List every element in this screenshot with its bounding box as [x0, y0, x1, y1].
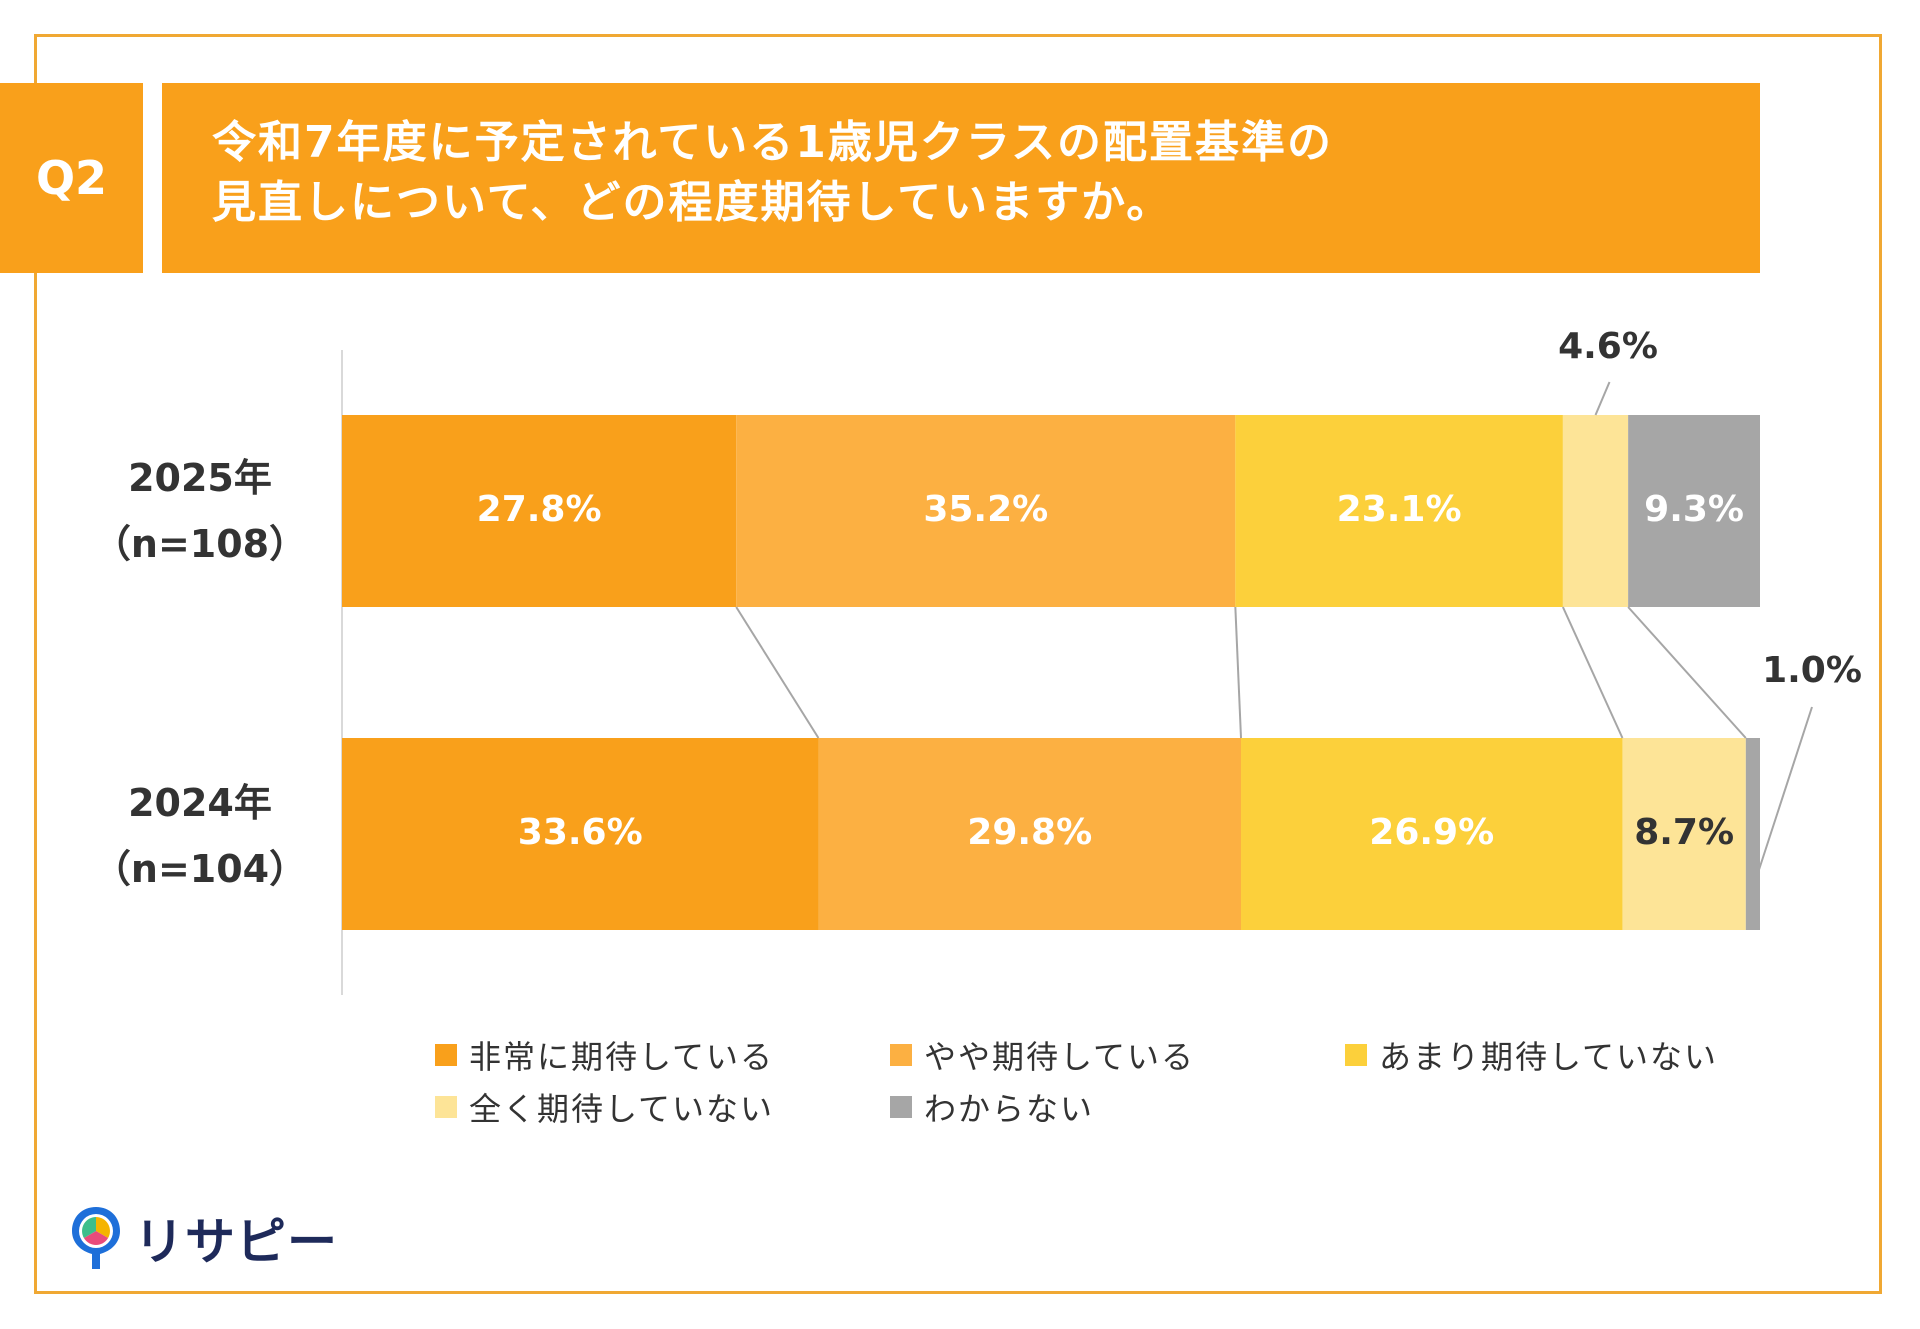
legend-swatch — [435, 1044, 457, 1066]
row-sample-size: （n=108） — [92, 522, 308, 566]
legend-label: やや期待している — [924, 1038, 1196, 1076]
bar-segment-2025-s1 — [736, 415, 1236, 607]
bar-segment-2025-s4 — [1628, 415, 1760, 607]
chart-frame — [34, 34, 1882, 1294]
question-number-tab: Q2 — [0, 83, 143, 273]
legend-item: わからない — [890, 1088, 1345, 1128]
question-title-line-1: 令和7年度に予定されている1歳児クラスの配置基準の — [212, 117, 1334, 168]
connector-line — [1561, 606, 1624, 739]
data-label: 8.7% — [1634, 812, 1734, 853]
row-label-2025: 2025年 （n=108） — [90, 445, 310, 577]
row-year: 2025年 — [128, 456, 272, 500]
legend-label: 非常に期待している — [469, 1038, 775, 1076]
row-label-2024: 2024年 （n=104） — [90, 770, 310, 902]
brand-name: リサピー — [134, 1213, 338, 1271]
legend-item: あまり期待していない — [1345, 1036, 1800, 1076]
brand-logo: リサピー — [68, 1203, 338, 1273]
chart-legend: 非常に期待している やや期待している あまり期待していない 全く期待していない … — [435, 1036, 1815, 1128]
row-sample-size: （n=104） — [92, 847, 308, 891]
legend-item: 非常に期待している — [435, 1036, 890, 1076]
data-label: 23.1% — [1337, 489, 1462, 530]
data-label: 33.6% — [518, 812, 643, 853]
question-number: Q2 — [35, 151, 108, 205]
legend-label: わからない — [924, 1090, 1095, 1128]
data-label-leader — [1757, 706, 1813, 871]
bar-segment-2024-s0 — [342, 738, 819, 930]
data-label: 26.9% — [1369, 812, 1494, 853]
question-title-banner: 令和7年度に予定されている1歳児クラスの配置基準の 見直しについて、どの程度期待… — [162, 83, 1760, 273]
legend-swatch — [435, 1096, 457, 1118]
data-label-leader — [1594, 381, 1611, 416]
question-title-line-2: 見直しについて、どの程度期待していますか。 — [212, 177, 1173, 228]
data-label: 27.8% — [477, 489, 602, 530]
bar-segment-2024-s3 — [1622, 738, 1746, 930]
data-label: 1.0% — [1762, 650, 1862, 691]
pin-logo-icon — [72, 1207, 120, 1269]
bar-segment-2024-s1 — [818, 738, 1242, 930]
connector-line — [735, 606, 820, 739]
legend-item: 全く期待していない — [435, 1088, 890, 1128]
row-year: 2024年 — [128, 781, 272, 825]
data-label: 35.2% — [923, 489, 1048, 530]
connector-line — [1627, 606, 1747, 739]
data-label: 9.3% — [1644, 489, 1744, 530]
bar-segment-2025-s0 — [342, 415, 737, 607]
legend-swatch — [890, 1096, 912, 1118]
data-label: 29.8% — [967, 812, 1092, 853]
bar-segment-2024-s2 — [1241, 738, 1623, 930]
legend-swatch — [1345, 1044, 1367, 1066]
connector-line — [1234, 606, 1243, 739]
bar-segment-2024-s4 — [1745, 738, 1760, 930]
bar-segment-2025-s3 — [1562, 415, 1629, 607]
legend-swatch — [890, 1044, 912, 1066]
bar-segment-2025-s2 — [1235, 415, 1563, 607]
legend-item: やや期待している — [890, 1036, 1345, 1076]
legend-label: あまり期待していない — [1379, 1038, 1719, 1076]
data-label: 4.6% — [1558, 326, 1658, 367]
legend-label: 全く期待していない — [469, 1090, 775, 1128]
